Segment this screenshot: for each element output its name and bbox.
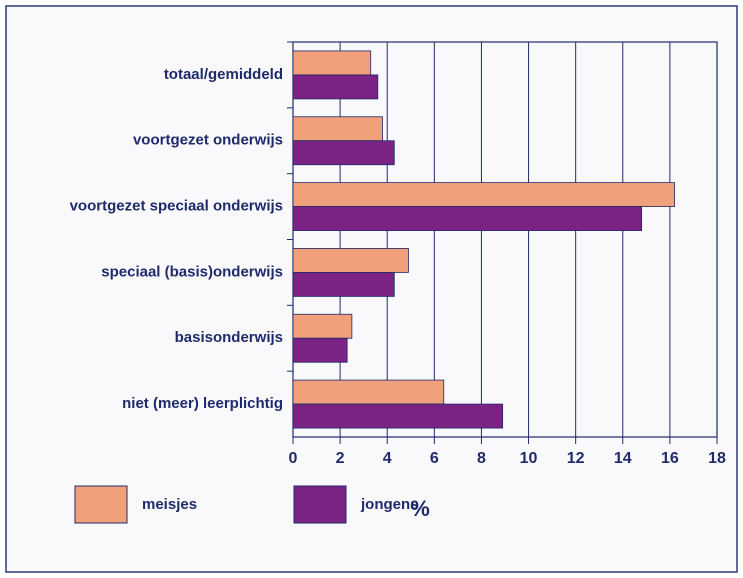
bar	[292, 140, 395, 166]
x-tick-label: 0	[289, 450, 298, 467]
y-tick-label: basisonderwijs	[175, 329, 283, 346]
x-tick-label: 2	[336, 450, 345, 467]
x-tick-label: 6	[430, 450, 439, 467]
x-tick-label: 10	[520, 450, 538, 467]
bar	[292, 116, 383, 142]
bar	[292, 272, 395, 297]
legend-swatch	[74, 485, 128, 524]
bar	[292, 50, 372, 76]
bar	[292, 182, 676, 207]
bar	[292, 313, 353, 339]
x-tick-label: 14	[614, 450, 632, 467]
y-tick-label: voortgezet onderwijs	[133, 132, 283, 149]
x-tick-label: 12	[567, 450, 585, 467]
x-tick-label: 4	[383, 450, 392, 467]
y-tick-label: speciaal (basis)onderwijs	[101, 263, 283, 280]
bar	[292, 337, 348, 363]
legend-label: meisjes	[142, 496, 197, 513]
x-axis-label: %	[410, 496, 430, 521]
y-tick-label: totaal/gemiddeld	[164, 66, 283, 83]
bar	[292, 379, 445, 405]
bar	[292, 74, 379, 100]
y-tick-label: voortgezet speciaal onderwijs	[70, 198, 283, 215]
y-tick-label: niet (meer) leerplichtig	[122, 395, 283, 412]
legend-label: jongens	[360, 496, 419, 513]
x-tick-label: 16	[661, 450, 679, 467]
bar	[292, 248, 409, 273]
legend-swatch	[293, 485, 347, 524]
x-tick-label: 8	[477, 450, 486, 467]
bar	[292, 403, 504, 429]
bar	[292, 206, 643, 231]
x-tick-label: 18	[708, 450, 726, 467]
